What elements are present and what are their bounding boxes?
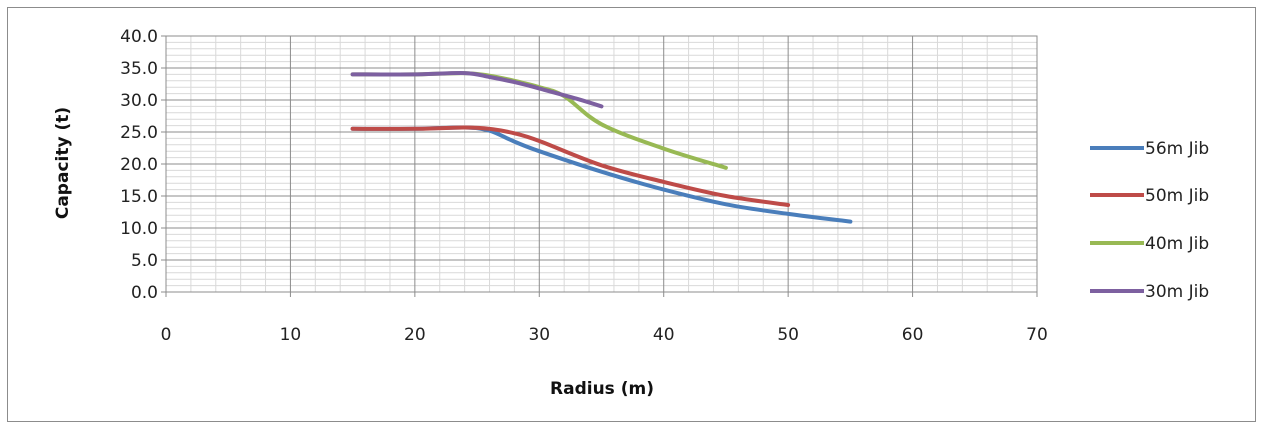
y-tick-label: 40.0 bbox=[120, 27, 158, 47]
legend-label-56m-jib: 56m Jib bbox=[1145, 139, 1209, 159]
x-tick-label: 70 bbox=[1026, 325, 1048, 345]
x-axis-title: Radius (m) bbox=[550, 379, 654, 399]
x-tick-label: 30 bbox=[528, 325, 550, 345]
legend-label-40m-jib: 40m Jib bbox=[1145, 234, 1209, 254]
series-lines bbox=[350, 71, 853, 224]
series-line-56m-jib bbox=[350, 125, 853, 224]
legend-label-50m-jib: 50m Jib bbox=[1145, 186, 1209, 206]
chart-frame bbox=[7, 7, 1256, 422]
y-tick-label: 25.0 bbox=[120, 123, 158, 143]
x-tick-label: 40 bbox=[653, 325, 675, 345]
x-axis-ticks: 0 10 20 30 40 50 60 70 bbox=[161, 292, 1048, 345]
series-line-30m-jib bbox=[350, 71, 604, 109]
y-tick-label: 10.0 bbox=[120, 219, 158, 239]
y-axis-ticks: 0.0 5.0 10.0 15.0 20.0 25.0 30.0 35.0 40.0 bbox=[120, 27, 166, 303]
x-tick-label: 20 bbox=[404, 325, 426, 345]
x-tick-label: 50 bbox=[777, 325, 799, 345]
x-tick-label: 0 bbox=[161, 325, 172, 345]
y-tick-label: 30.0 bbox=[120, 91, 158, 111]
legend: 56m Jib 50m Jib 40m Jib 30m Jib bbox=[1090, 139, 1209, 302]
y-tick-label: 35.0 bbox=[120, 59, 158, 79]
y-tick-label: 15.0 bbox=[120, 187, 158, 207]
series-line-50m-jib bbox=[350, 125, 791, 207]
x-tick-label: 60 bbox=[902, 325, 924, 345]
legend-label-30m-jib: 30m Jib bbox=[1145, 282, 1209, 302]
y-axis-title: Capacity (t) bbox=[53, 107, 73, 219]
y-tick-label: 20.0 bbox=[120, 155, 158, 175]
y-tick-label: 0.0 bbox=[131, 283, 158, 303]
x-tick-label: 10 bbox=[280, 325, 302, 345]
y-tick-label: 5.0 bbox=[131, 251, 158, 271]
